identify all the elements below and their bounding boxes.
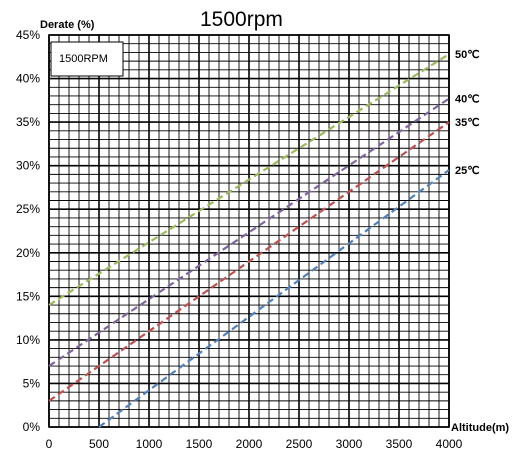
y-tick-label: 0% [23,420,41,434]
series-label: 40℃ [455,94,480,106]
plot-border [48,34,450,428]
series-label: 25℃ [455,165,480,177]
y-tick-label: 5% [23,376,41,390]
x-tick-label: 0 [46,437,53,451]
inset-label: 1500RPM [59,53,108,65]
y-axis-label: Derate (%) [40,19,95,31]
x-tick-label: 2000 [236,437,263,451]
x-tick-label: 1500 [186,437,213,451]
series-line [48,53,450,306]
x-axis-label: Altitude(m) [451,422,509,434]
x-tick-label: 2500 [286,437,313,451]
chart-title: 1500rpm [200,8,283,31]
y-tick-label: 10% [16,333,40,347]
y-tick-label: 25% [16,202,40,216]
x-tick-label: 4000 [436,437,463,451]
tick-labels: 0 500 1000 1500 2000 2500 3000 3500 4000 0% 5% 10% 1… [16,28,463,451]
series-labels: 50℃ 40℃ 35℃ 25℃ [455,49,480,177]
x-tick-label: 3500 [386,437,413,451]
series-lines [48,53,450,428]
y-tick-label: 45% [16,28,40,42]
y-tick-label: 30% [16,159,40,173]
series-label: 35℃ [455,117,480,129]
series-line [48,97,450,367]
series-label: 50℃ [455,49,480,61]
y-tick-label: 20% [16,246,40,260]
y-tick-label: 15% [16,289,40,303]
inset-label-box [50,41,124,77]
x-tick-label: 3000 [336,437,363,451]
x-tick-label: 1000 [136,437,163,451]
series-line [98,169,450,428]
x-tick-label: 500 [89,437,109,451]
y-tick-label: 40% [16,72,40,86]
series-line [48,121,450,402]
grid [48,34,450,428]
y-tick-label: 35% [16,115,40,129]
